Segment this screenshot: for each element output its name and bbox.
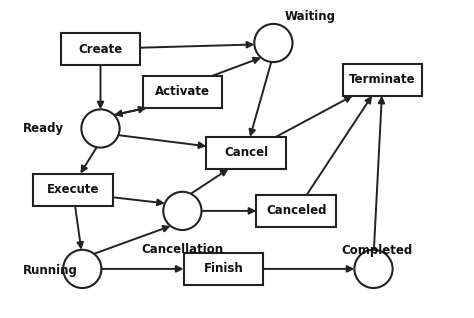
- Text: Execute: Execute: [47, 183, 100, 196]
- Text: Activate: Activate: [155, 85, 210, 98]
- Ellipse shape: [63, 250, 101, 288]
- Text: Waiting: Waiting: [285, 10, 336, 23]
- Text: Terminate: Terminate: [349, 73, 416, 86]
- FancyBboxPatch shape: [61, 33, 140, 65]
- FancyBboxPatch shape: [206, 137, 286, 169]
- Text: Cancel: Cancel: [224, 146, 268, 159]
- Ellipse shape: [254, 24, 292, 62]
- Ellipse shape: [355, 250, 392, 288]
- FancyBboxPatch shape: [143, 76, 222, 108]
- Ellipse shape: [82, 109, 119, 148]
- FancyBboxPatch shape: [256, 195, 336, 227]
- Text: Ready: Ready: [23, 122, 64, 135]
- Ellipse shape: [163, 192, 201, 230]
- Text: Completed: Completed: [342, 244, 413, 257]
- Text: Canceled: Canceled: [266, 204, 327, 218]
- Text: Running: Running: [23, 264, 78, 277]
- Text: Create: Create: [78, 43, 123, 56]
- Text: Finish: Finish: [203, 262, 243, 275]
- FancyBboxPatch shape: [343, 64, 422, 96]
- FancyBboxPatch shape: [33, 174, 113, 205]
- FancyBboxPatch shape: [183, 253, 263, 285]
- Text: Cancellation: Cancellation: [141, 243, 223, 256]
